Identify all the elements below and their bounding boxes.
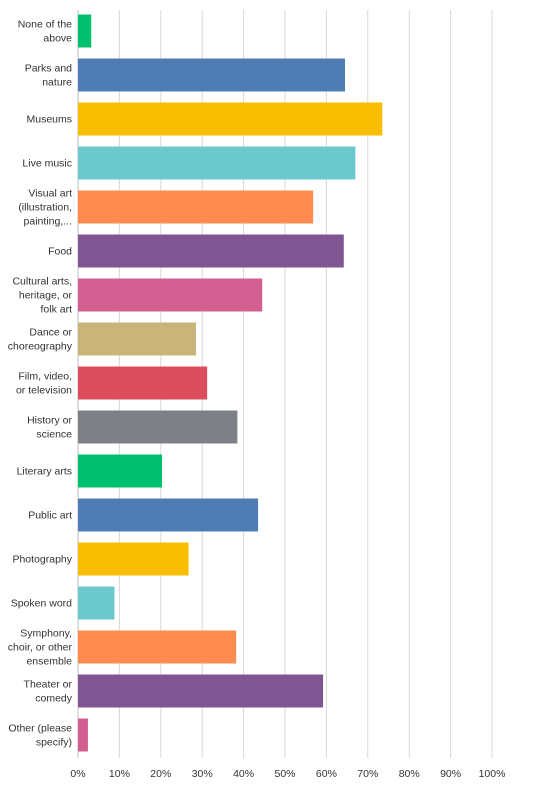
- bar: [78, 58, 346, 92]
- category-label: Museums: [26, 114, 72, 126]
- category-labels: None of the above Parks and nature Museums Li…: [8, 19, 73, 749]
- category-label: Visual art (illustration, painting,...: [18, 188, 72, 228]
- x-tick-label: 100%: [479, 768, 506, 780]
- bar: [78, 410, 238, 444]
- x-tick-label: 60%: [316, 768, 337, 780]
- bar: [78, 454, 163, 488]
- x-tick-label: 20%: [150, 768, 171, 780]
- x-tick-label: 0%: [70, 768, 85, 780]
- category-label: Live music: [22, 158, 72, 170]
- x-tick-label: 80%: [399, 768, 420, 780]
- bar: [78, 322, 196, 356]
- bar: [78, 234, 344, 268]
- category-label: History or science: [27, 415, 72, 441]
- category-label: Symphony, choir, or other ensemble: [8, 628, 73, 668]
- bar: [78, 718, 88, 752]
- x-tick-label: 40%: [233, 768, 254, 780]
- x-tick-label: 30%: [192, 768, 213, 780]
- x-tick-label: 90%: [440, 768, 461, 780]
- bar: [78, 674, 324, 708]
- bar: [78, 586, 115, 620]
- category-label: Dance or choreography: [8, 327, 73, 353]
- category-label: Film, video, or television: [16, 371, 72, 397]
- x-tick-label: 50%: [274, 768, 295, 780]
- bar: [78, 278, 263, 312]
- bars: [78, 14, 383, 752]
- category-label: Cultural arts, heritage, or folk art: [12, 276, 72, 316]
- bar: [78, 190, 314, 224]
- category-label: Theater or comedy: [24, 679, 73, 705]
- category-label: Other (please specify): [8, 723, 72, 749]
- bar: [78, 14, 92, 48]
- category-label: Spoken word: [11, 598, 72, 610]
- bar: [78, 102, 383, 136]
- category-label: Food: [48, 246, 72, 258]
- bar: [78, 146, 356, 180]
- bar: [78, 630, 237, 664]
- category-label: Literary arts: [17, 466, 72, 478]
- category-label: Public art: [28, 510, 72, 522]
- x-tick-label: 10%: [109, 768, 130, 780]
- category-label: Parks and nature: [25, 63, 72, 89]
- category-label: None of the above: [18, 19, 72, 45]
- x-axis-tick-labels: 0% 10% 20% 30% 40% 50% 60% 70% 80% 90% 100%: [70, 768, 505, 780]
- bar: [78, 366, 208, 400]
- category-label: Photography: [12, 554, 72, 566]
- bar: [78, 542, 189, 576]
- bar: [78, 498, 259, 532]
- x-tick-label: 70%: [357, 768, 378, 780]
